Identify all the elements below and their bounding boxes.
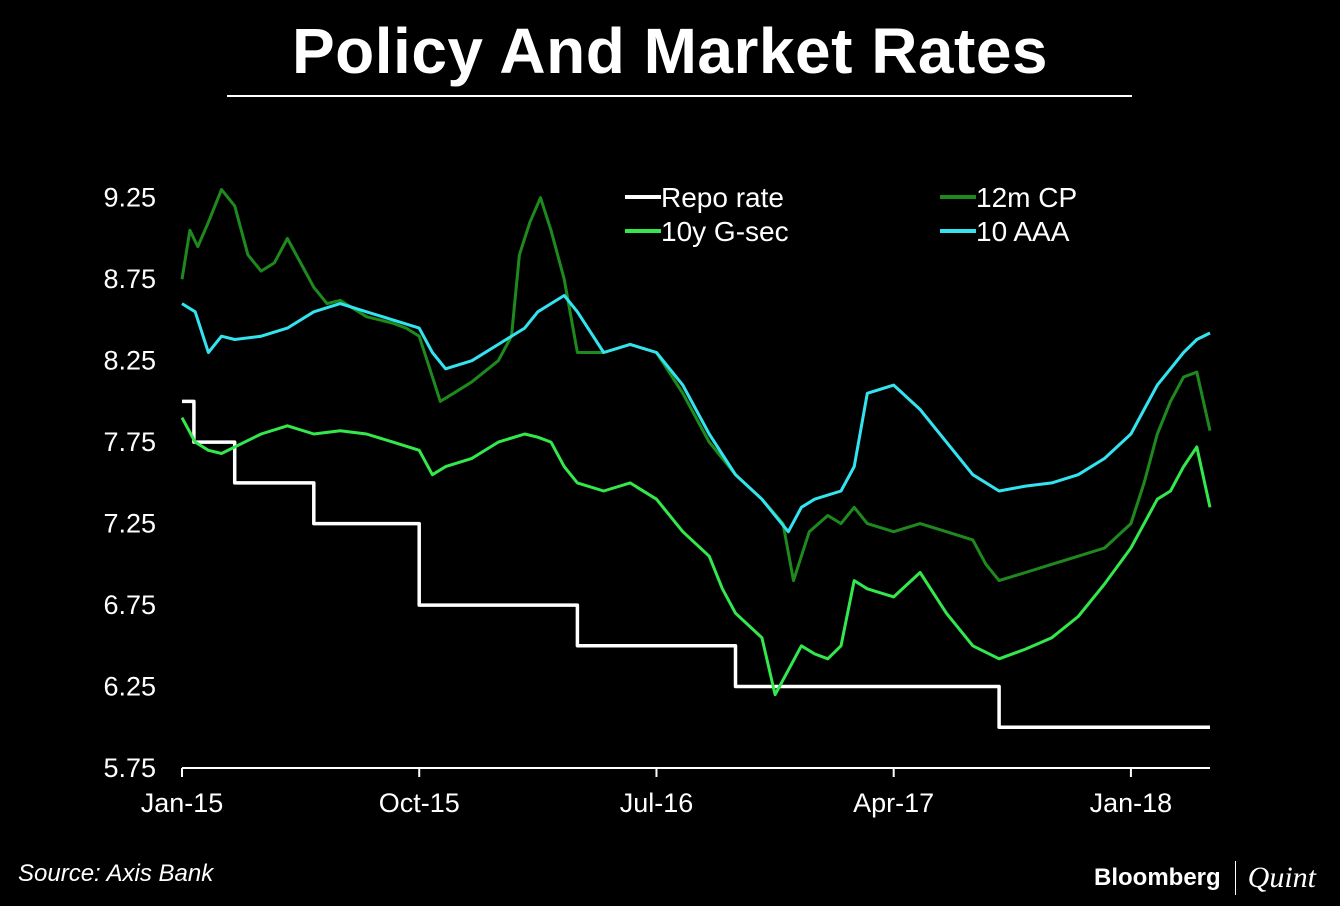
series-line-10y-g-sec xyxy=(180,416,1212,697)
y-tick-label: 6.25 xyxy=(103,672,156,702)
x-tick-label: Oct-15 xyxy=(379,788,460,818)
title-underline xyxy=(227,95,1132,97)
brand-secondary: Quint xyxy=(1247,861,1317,894)
brand-primary: Bloomberg xyxy=(1094,864,1221,891)
y-tick-label: 9.25 xyxy=(103,183,156,213)
brand-logo: Bloomberg Quint xyxy=(1094,858,1316,898)
y-tick-label: 6.75 xyxy=(103,590,156,620)
x-tick-label: Jan-15 xyxy=(141,788,224,818)
legend-label-10-aaa: 10 AAA xyxy=(976,216,1070,247)
source-note: Source: Axis Bank xyxy=(18,860,214,887)
y-tick-label: 5.75 xyxy=(103,753,156,783)
x-tick-label: Jan-18 xyxy=(1090,788,1173,818)
y-tick-label: 8.25 xyxy=(103,346,156,376)
chart-title: Policy And Market Rates xyxy=(291,15,1049,87)
legend-label-12m-cp: 12m CP xyxy=(976,182,1077,213)
y-tick-label: 7.75 xyxy=(103,427,156,457)
x-tick-label: Apr-17 xyxy=(853,788,934,818)
legend-label-10y-g-sec: 10y G-sec xyxy=(661,216,789,247)
y-tick-label: 7.25 xyxy=(103,509,156,539)
legend-label-repo-rate: Repo rate xyxy=(661,182,784,213)
x-tick-label: Jul-16 xyxy=(620,788,694,818)
series-line-10-aaa xyxy=(181,294,1211,534)
brand-divider xyxy=(1234,861,1236,895)
series-line-repo-rate xyxy=(182,399,1210,730)
y-tick-label: 8.75 xyxy=(103,264,156,294)
